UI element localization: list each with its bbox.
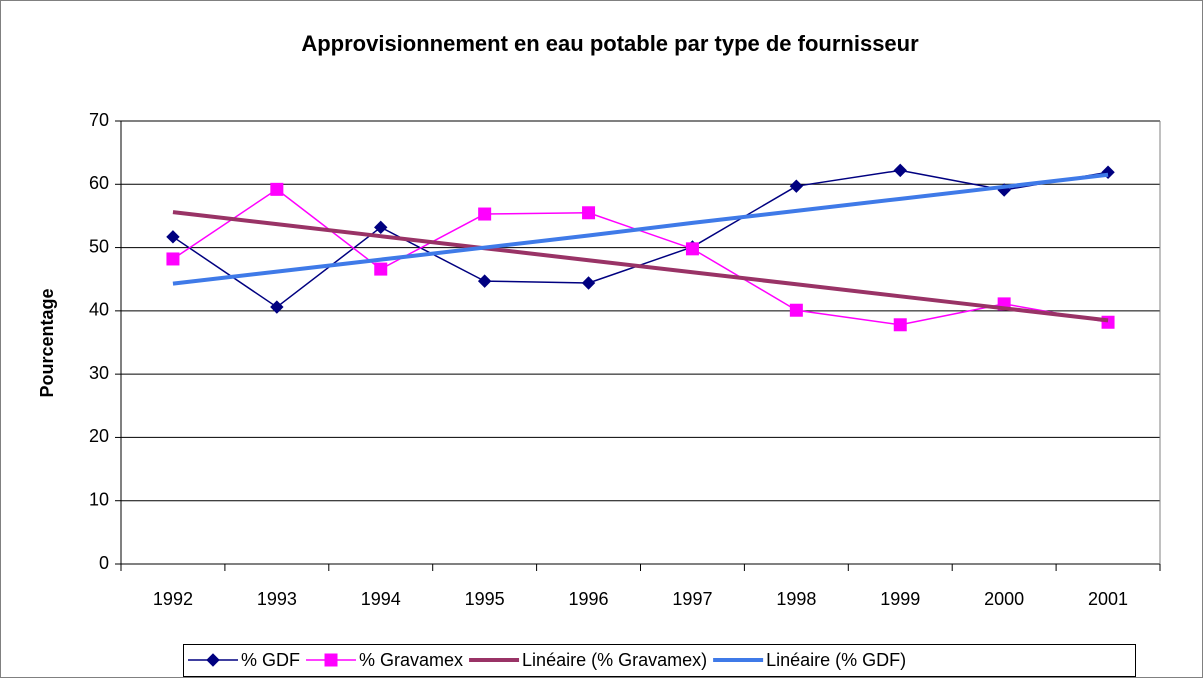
x-tick-label: 1999: [880, 589, 920, 609]
x-tick-label: 1995: [465, 589, 505, 609]
y-tick-label: 10: [89, 489, 109, 509]
data-point: [789, 179, 804, 193]
x-tick-label: 1996: [569, 589, 609, 609]
x-tick-label: 1998: [776, 589, 816, 609]
series-line: [172, 210, 1109, 323]
legend-label: Linéaire (% GDF): [766, 650, 906, 670]
y-tick-label: 20: [89, 426, 109, 446]
data-point: [893, 163, 907, 178]
y-tick-label: 60: [89, 173, 109, 193]
legend-label: % Gravamex: [359, 650, 463, 670]
x-tick-label: 1997: [672, 589, 712, 609]
x-tick-label: 1994: [361, 589, 401, 609]
x-tick-label: 2000: [984, 589, 1024, 609]
data-point: [789, 303, 803, 317]
data-point: [270, 300, 284, 314]
series-line: [172, 172, 1109, 286]
data-point: [374, 220, 388, 235]
x-tick-label: 1993: [257, 589, 297, 609]
data-point: [477, 274, 492, 288]
plot-area: [121, 121, 1160, 564]
data-point: [270, 182, 284, 196]
data-point: [582, 206, 596, 220]
data-point: [685, 242, 699, 256]
legend-marker: [324, 653, 338, 667]
y-tick-label: 30: [89, 363, 109, 383]
x-tick-label: 2001: [1088, 589, 1128, 609]
data-point: [166, 252, 180, 266]
legend-label: Linéaire (% Gravamex): [522, 650, 707, 670]
data-point: [374, 262, 388, 276]
y-tick-label: 0: [99, 553, 109, 573]
x-tick-label: 1992: [153, 589, 193, 609]
data-point: [166, 230, 180, 244]
legend-label: % GDF: [241, 650, 300, 670]
y-tick-label: 40: [89, 300, 109, 320]
data-point: [893, 318, 907, 332]
y-tick-label: 70: [89, 110, 109, 130]
y-tick-label: 50: [89, 236, 109, 256]
data-point: [581, 276, 596, 290]
data-point: [478, 207, 492, 221]
y-axis-label: Pourcentage: [37, 288, 57, 397]
legend-marker: [206, 653, 220, 667]
chart-title: Approvisionnement en eau potable par typ…: [301, 31, 919, 56]
